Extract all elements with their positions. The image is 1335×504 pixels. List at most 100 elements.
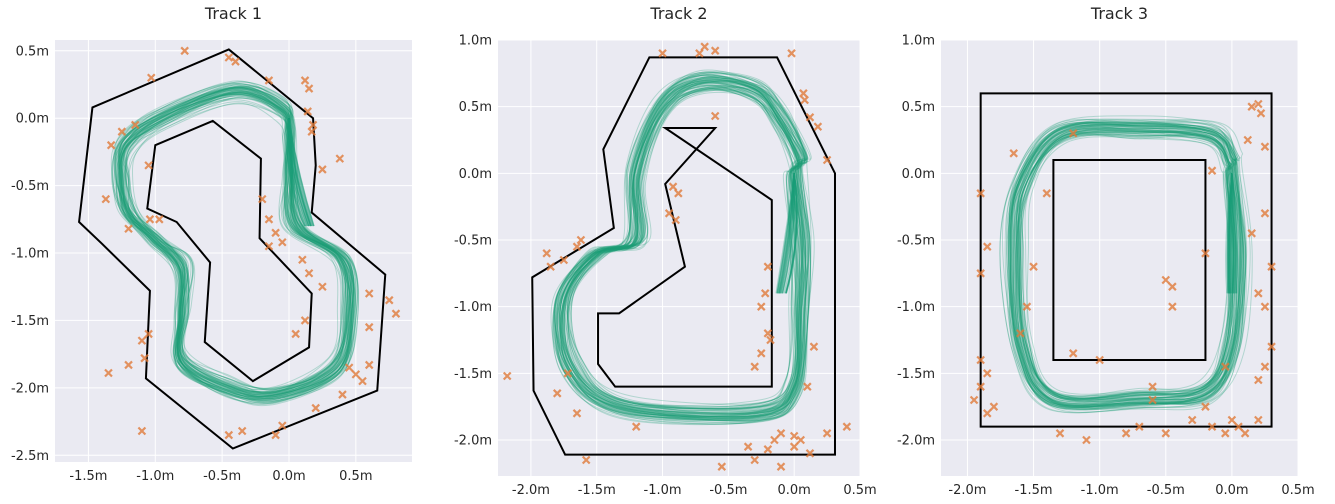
crash-marker — [1221, 429, 1230, 438]
trajectory-line — [117, 90, 355, 405]
crash-marker — [1221, 362, 1230, 371]
trajectory-line — [561, 86, 801, 410]
crash-marker — [668, 182, 678, 191]
trajectory-start-line — [288, 118, 310, 227]
crash-marker — [1168, 282, 1177, 291]
trajectory-line — [557, 80, 810, 418]
trajectory-start-line — [785, 173, 798, 294]
trajectory-start-line — [781, 173, 796, 294]
trajectory-line — [1010, 122, 1241, 406]
trajectory-line — [1013, 123, 1243, 407]
trajectory-line — [560, 79, 806, 417]
crash-marker — [1161, 429, 1171, 438]
x-tick-label: 0.5m — [1281, 483, 1314, 498]
trajectory-line — [554, 77, 810, 418]
crash-marker — [572, 409, 582, 418]
crash-marker — [1254, 415, 1263, 425]
trajectory-line — [1017, 132, 1231, 399]
crash-marker — [674, 189, 683, 198]
trajectory-line — [557, 76, 806, 418]
x-tick-label: 0.0m — [272, 469, 305, 484]
crash-marker — [1260, 142, 1270, 151]
trajectory-start-line — [288, 118, 312, 227]
trajectory-line — [118, 89, 353, 395]
trajectory-start-line — [1231, 173, 1238, 294]
crash-marker — [155, 215, 164, 224]
trajectory-line — [1017, 131, 1233, 400]
trajectory-line — [1015, 133, 1232, 399]
trajectory-start-line — [775, 173, 795, 294]
trajectory-start-line — [1228, 173, 1233, 294]
crash-marker — [976, 189, 985, 198]
crash-marker — [1022, 302, 1032, 311]
trajectory-line — [122, 93, 349, 394]
crash-marker — [658, 49, 667, 58]
trajectory-start-line — [778, 173, 795, 294]
trajectory-line — [552, 72, 812, 423]
trajectory-start-line — [288, 118, 310, 227]
trajectory-line — [559, 82, 805, 419]
trajectory-line — [112, 85, 359, 400]
trajectory-start-line — [288, 118, 312, 227]
trajectory-line — [1019, 129, 1234, 400]
trajectory-line — [123, 93, 348, 393]
trajectory-line — [1006, 123, 1242, 409]
crash-marker — [1055, 429, 1065, 438]
crash-marker — [1254, 375, 1263, 385]
trajectory-start-line — [287, 118, 307, 227]
track-inner-boundary — [146, 119, 313, 383]
trajectory-line — [1011, 121, 1243, 407]
trajectory-line — [555, 74, 811, 420]
trajectory-start-line — [785, 173, 798, 294]
trajectory-line — [560, 78, 805, 419]
x-tick-label: -1.5m — [578, 483, 616, 498]
crash-marker — [137, 426, 147, 436]
trajectory-line — [123, 92, 349, 395]
crash-marker — [358, 376, 367, 386]
crash-marker — [789, 431, 799, 441]
track-outer-boundary — [531, 56, 836, 456]
trajectory-line — [114, 86, 353, 401]
y-tick-label: 1.0m — [459, 34, 492, 49]
crash-marker — [1254, 289, 1263, 298]
trajectory-start-line — [779, 173, 795, 294]
trajectory-line — [113, 83, 355, 401]
trajectory-line — [1009, 121, 1244, 406]
trajectory-start-line — [1231, 173, 1239, 294]
crash-marker — [300, 76, 310, 85]
trajectory-start-line — [288, 118, 313, 227]
trajectory-start-line — [288, 118, 312, 227]
trajectory-line — [1026, 134, 1230, 398]
trajectory-line — [562, 84, 801, 413]
crash-marker — [180, 46, 189, 56]
trajectory-line — [1008, 122, 1245, 409]
crash-marker — [976, 355, 985, 365]
trajectory-line — [121, 92, 353, 397]
trajectory-line — [561, 84, 804, 414]
trajectory-line — [559, 81, 803, 413]
crash-marker — [1187, 415, 1197, 425]
crash-marker — [1068, 349, 1078, 358]
crash-marker — [842, 422, 852, 431]
trajectory-start-line — [1229, 173, 1233, 294]
trajectory-line — [999, 118, 1253, 414]
trajectory-line — [1016, 128, 1234, 399]
trajectory-line — [555, 74, 807, 422]
crash-marker — [796, 435, 806, 445]
trajectory-start-line — [785, 173, 798, 294]
trajectory-line — [553, 69, 812, 422]
trajectory-start-line — [785, 173, 798, 294]
trajectory-line — [110, 80, 359, 405]
trajectory-start-line — [777, 173, 795, 294]
trajectory-start-line — [783, 173, 797, 294]
trajectory-line — [118, 84, 352, 398]
crash-marker — [146, 73, 156, 83]
trajectory-line — [556, 75, 807, 422]
trajectory-line — [114, 86, 357, 402]
x-tick-label: -1.0m — [644, 483, 682, 498]
crash-marker — [298, 255, 307, 265]
crash-marker — [1121, 429, 1131, 438]
trajectory-line — [559, 82, 803, 417]
crash-marker — [743, 442, 753, 451]
track-inner-boundary — [1052, 159, 1207, 361]
